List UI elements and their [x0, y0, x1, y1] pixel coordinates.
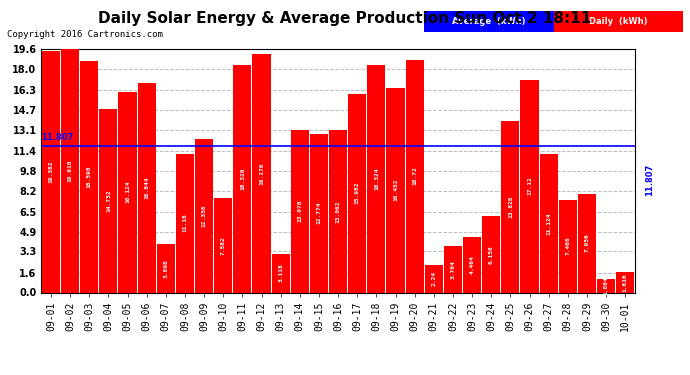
- Bar: [559, 200, 577, 292]
- Text: 7.582: 7.582: [221, 236, 226, 255]
- Bar: [444, 246, 462, 292]
- Bar: [157, 244, 175, 292]
- Bar: [253, 54, 270, 292]
- Text: 3.898: 3.898: [164, 259, 168, 278]
- Text: 16.452: 16.452: [393, 179, 398, 201]
- Text: 19.382: 19.382: [48, 161, 53, 183]
- Bar: [348, 94, 366, 292]
- Bar: [424, 11, 553, 32]
- Text: 11.124: 11.124: [546, 212, 551, 235]
- Text: Daily Solar Energy & Average Production Sun Oct 2 18:11: Daily Solar Energy & Average Production …: [99, 11, 591, 26]
- Bar: [616, 272, 634, 292]
- Bar: [501, 120, 520, 292]
- Text: 2.24: 2.24: [431, 271, 436, 286]
- Text: 11.16: 11.16: [182, 214, 188, 232]
- Text: 4.464: 4.464: [470, 255, 475, 274]
- Bar: [520, 80, 539, 292]
- Text: 11.807: 11.807: [645, 164, 654, 196]
- Text: 19.176: 19.176: [259, 162, 264, 184]
- Bar: [272, 254, 290, 292]
- Text: 18.598: 18.598: [87, 166, 92, 188]
- Bar: [386, 88, 404, 292]
- Bar: [540, 154, 558, 292]
- Text: 18.324: 18.324: [374, 167, 379, 190]
- Text: 13.078: 13.078: [297, 200, 302, 222]
- Text: 13.062: 13.062: [335, 200, 341, 222]
- Bar: [99, 109, 117, 292]
- Text: 3.116: 3.116: [278, 264, 283, 282]
- Text: Daily  (kWh): Daily (kWh): [589, 17, 648, 26]
- Text: 15.982: 15.982: [355, 182, 359, 204]
- Bar: [578, 194, 596, 292]
- Bar: [195, 139, 213, 292]
- Text: 1.616: 1.616: [623, 273, 628, 292]
- Text: 6.156: 6.156: [489, 245, 494, 264]
- Bar: [463, 237, 481, 292]
- Bar: [61, 48, 79, 292]
- Text: 17.12: 17.12: [527, 177, 532, 195]
- Bar: [406, 60, 424, 292]
- Text: 19.618: 19.618: [68, 159, 72, 182]
- Text: 12.774: 12.774: [317, 202, 322, 224]
- Text: Average  (kWh): Average (kWh): [452, 17, 526, 26]
- Bar: [367, 64, 386, 292]
- Text: 18.326: 18.326: [240, 167, 245, 190]
- Bar: [233, 64, 251, 292]
- Text: 3.704: 3.704: [451, 260, 455, 279]
- Text: 12.336: 12.336: [201, 204, 206, 227]
- Bar: [482, 216, 500, 292]
- Bar: [329, 130, 347, 292]
- Bar: [119, 92, 137, 292]
- Bar: [553, 11, 683, 32]
- Text: 16.124: 16.124: [125, 181, 130, 204]
- Text: 11.807: 11.807: [41, 133, 74, 142]
- Bar: [214, 198, 233, 292]
- Bar: [80, 61, 99, 292]
- Bar: [597, 279, 615, 292]
- Bar: [137, 83, 156, 292]
- Text: 14.732: 14.732: [106, 190, 111, 212]
- Text: 16.844: 16.844: [144, 177, 149, 199]
- Bar: [290, 130, 309, 292]
- Bar: [42, 51, 60, 292]
- Text: 18.72: 18.72: [412, 167, 417, 186]
- Text: 1.084: 1.084: [604, 276, 609, 295]
- Text: 7.956: 7.956: [584, 234, 589, 252]
- Text: Copyright 2016 Cartronics.com: Copyright 2016 Cartronics.com: [7, 30, 163, 39]
- Bar: [425, 265, 443, 292]
- Bar: [176, 154, 194, 292]
- Bar: [310, 134, 328, 292]
- Text: 7.466: 7.466: [565, 237, 571, 255]
- Text: 13.828: 13.828: [508, 195, 513, 218]
